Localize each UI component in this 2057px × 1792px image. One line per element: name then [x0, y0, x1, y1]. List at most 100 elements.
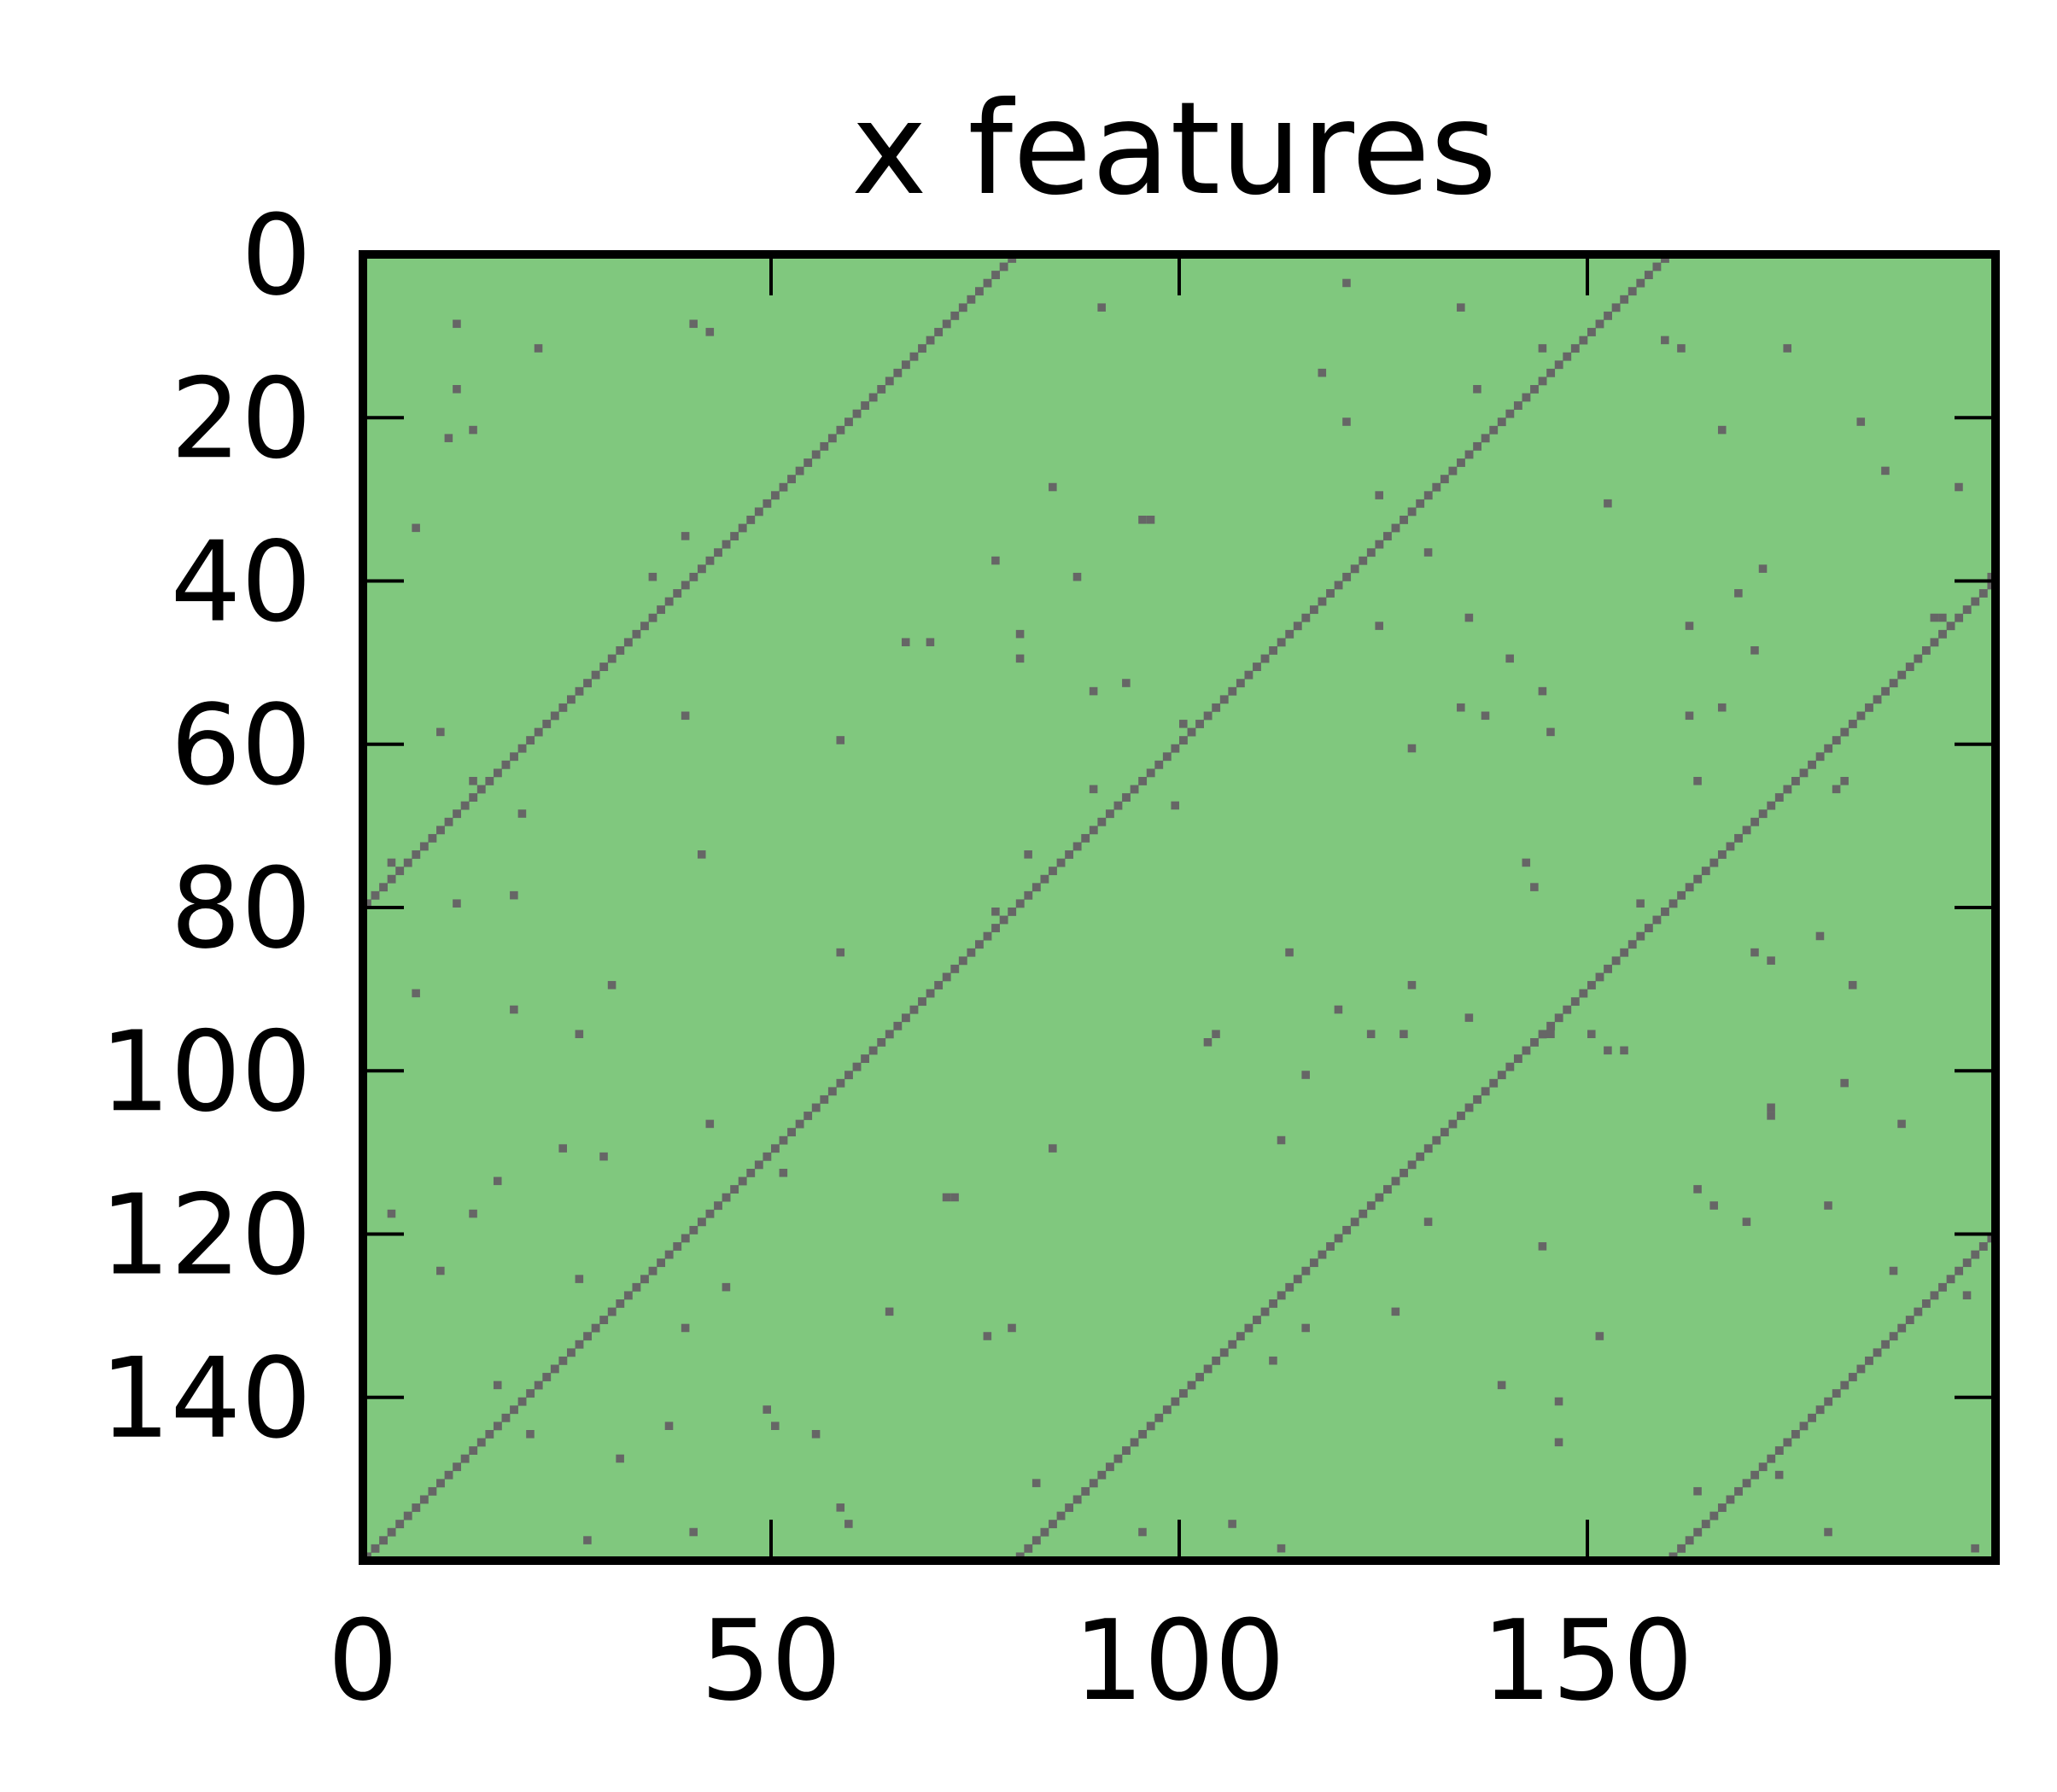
heatmap-cell [1824, 1397, 1833, 1406]
heatmap-cell [1154, 760, 1164, 769]
heatmap-cell [804, 1112, 813, 1120]
heatmap-cell [1685, 1536, 1694, 1545]
heatmap-cell [1326, 1242, 1335, 1251]
heatmap-cell [599, 1152, 608, 1161]
heatmap-cell [901, 1013, 910, 1023]
y-tick-label: 100 [100, 1007, 312, 1136]
heatmap-cell [1236, 1332, 1245, 1341]
heatmap-cell [1318, 1250, 1327, 1259]
heatmap-cell [1407, 507, 1417, 517]
heatmap-cell [436, 1479, 445, 1488]
heatmap-cell [1049, 867, 1057, 876]
heatmap-cell [485, 777, 494, 785]
heatmap-cell [1285, 948, 1294, 957]
heatmap-cell [1709, 858, 1719, 867]
heatmap-cell [1652, 262, 1662, 271]
heatmap-cell [1407, 1160, 1417, 1170]
heatmap-cell [664, 1421, 674, 1430]
heatmap-cell [387, 1527, 396, 1537]
heatmap-cell [689, 319, 698, 329]
heatmap-cell [493, 1176, 502, 1186]
heatmap-cell [1693, 1486, 1702, 1496]
heatmap-cell [1604, 499, 1612, 508]
heatmap-cell [754, 1160, 763, 1170]
heatmap-cell [722, 540, 731, 549]
heatmap-cell [861, 401, 870, 410]
heatmap-cell [453, 1462, 462, 1472]
heatmap-cell [754, 507, 763, 517]
heatmap-cell [1293, 622, 1302, 631]
heatmap-cell [681, 1323, 690, 1333]
heatmap-cell [1049, 482, 1057, 492]
heatmap-cell [1815, 931, 1825, 941]
heatmap-cell [1318, 597, 1327, 606]
y-tick-label: 60 [171, 680, 312, 810]
heatmap-cell [1742, 826, 1751, 835]
heatmap-cell [1440, 1128, 1449, 1137]
heatmap-cell [1187, 727, 1196, 737]
heatmap-cell [1627, 287, 1637, 296]
heatmap-cell [1758, 1462, 1768, 1472]
heatmap-cell [1848, 981, 1857, 989]
heatmap-cell [1416, 499, 1425, 508]
heatmap-cell [1677, 890, 1686, 900]
heatmap-cell [1604, 1046, 1612, 1055]
heatmap-cell [967, 948, 976, 957]
heatmap-cell [510, 752, 518, 762]
y-tick-label: 140 [100, 1334, 312, 1463]
heatmap-cell [1040, 1527, 1049, 1537]
heatmap-cell [550, 1364, 559, 1374]
heatmap-cell [1375, 622, 1383, 630]
heatmap-cell [1971, 1250, 1980, 1259]
heatmap-cell [967, 295, 976, 304]
heatmap-cell [697, 564, 706, 574]
heatmap-cell [1015, 899, 1025, 908]
heatmap-cell [1978, 589, 1988, 598]
heatmap-cell [771, 491, 780, 500]
heatmap-cell [1122, 679, 1131, 687]
heatmap-cell [926, 638, 935, 646]
heatmap-cell [1865, 703, 1873, 712]
heatmap-cell [501, 1413, 511, 1422]
heatmap-cell [1171, 1397, 1180, 1406]
heatmap-cell [689, 572, 698, 581]
heatmap-cell [1457, 458, 1465, 467]
heatmap-cell [575, 1275, 584, 1283]
heatmap-cell [1024, 850, 1032, 859]
heatmap-cell [1750, 817, 1760, 826]
heatmap-cell [689, 1527, 698, 1537]
heatmap-cell [1505, 1062, 1515, 1071]
heatmap-cell [827, 434, 837, 443]
heatmap-cell [1717, 850, 1727, 859]
heatmap-cell [1824, 1527, 1832, 1537]
heatmap-cell [648, 572, 657, 581]
heatmap-cell [542, 720, 552, 728]
heatmap-cell [412, 523, 420, 533]
heatmap-cell [1873, 1348, 1882, 1357]
heatmap-cell [1277, 1135, 1286, 1145]
heatmap-cell [1277, 638, 1286, 647]
heatmap-cell [444, 1470, 453, 1480]
heatmap-cell [436, 826, 445, 835]
heatmap-cell [558, 703, 568, 712]
heatmap-cell [583, 1536, 592, 1544]
scattered-cells [387, 278, 1996, 1553]
heatmap-cell [1342, 278, 1351, 288]
heatmap-cell [469, 425, 477, 435]
heatmap-cell [1473, 1094, 1482, 1104]
heatmap-cell [1717, 425, 1727, 435]
heatmap-cell [1538, 344, 1547, 353]
heatmap-cell [501, 760, 511, 769]
heatmap-cell [403, 858, 412, 867]
heatmap-cell [476, 785, 486, 794]
heatmap-cell [1375, 1193, 1384, 1202]
heatmap-cell [1938, 629, 1947, 639]
heatmap-cell [868, 393, 878, 402]
x-tick-label: 100 [1073, 1596, 1285, 1725]
heatmap-cell [1897, 1119, 1906, 1129]
heatmap-cell [983, 278, 992, 288]
heatmap-background [363, 254, 1996, 1561]
heatmap-cell [714, 548, 722, 557]
heatmap-cell [428, 833, 437, 843]
heatmap-cell [705, 328, 715, 336]
